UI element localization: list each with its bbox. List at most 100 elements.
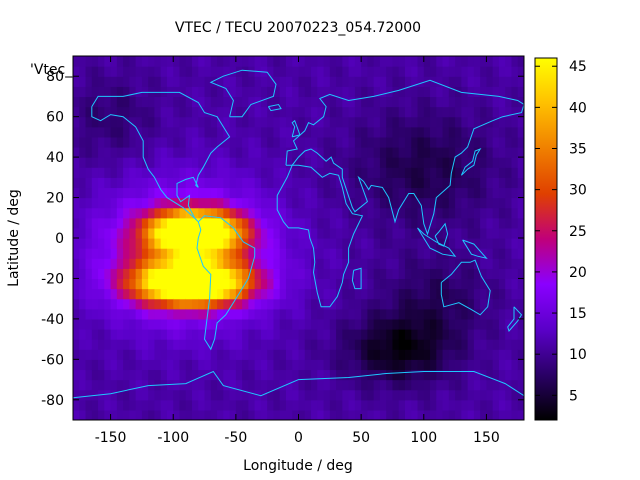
heatmap-cell: [417, 106, 425, 118]
heatmap-cell: [361, 339, 368, 350]
heatmap-cell: [235, 379, 243, 391]
heatmap-cell: [323, 227, 331, 239]
heatmap-cell: [267, 298, 275, 310]
heatmap-cell: [392, 399, 400, 411]
heatmap-cell: [73, 227, 80, 239]
heatmap-cell: [311, 308, 318, 320]
heatmap-cell: [448, 197, 456, 209]
heatmap-cell: [91, 217, 99, 229]
heatmap-cell: [185, 369, 193, 381]
heatmap-cell: [173, 248, 181, 259]
heatmap-cell: [317, 349, 325, 360]
heatmap-cell: [166, 106, 174, 118]
heatmap-cell: [160, 116, 168, 128]
heatmap-cell: [342, 288, 350, 300]
heatmap-cell: [392, 167, 400, 178]
heatmap-cell: [79, 248, 87, 259]
heatmap-cell: [260, 227, 268, 239]
heatmap-cell: [198, 187, 206, 199]
heatmap-cell: [517, 278, 524, 290]
heatmap-cell: [73, 308, 80, 320]
heatmap-cell: [254, 359, 262, 371]
heatmap-cell: [373, 339, 381, 350]
heatmap-cell: [210, 136, 218, 148]
heatmap-cell: [248, 106, 256, 118]
heatmap-cell: [511, 369, 519, 381]
heatmap-cell: [423, 106, 431, 118]
heatmap-cell: [129, 308, 137, 320]
heatmap-cell: [417, 86, 425, 98]
heatmap-cell: [148, 308, 156, 320]
heatmap-cell: [185, 288, 193, 300]
heatmap-cell: [135, 268, 143, 280]
heatmap-cell: [486, 86, 494, 98]
coastline-new-zealand: [507, 306, 523, 332]
heatmap-cell: [160, 167, 168, 178]
heatmap-cell: [116, 116, 124, 128]
heatmap-cell: [304, 126, 312, 138]
heatmap-cell: [273, 76, 281, 87]
heatmap-cell: [430, 136, 437, 148]
heatmap-cell: [473, 147, 481, 158]
heatmap-cell: [467, 329, 475, 340]
heatmap-cell: [498, 359, 506, 371]
heatmap-cell: [498, 329, 506, 340]
heatmap-cell: [198, 349, 206, 360]
heatmap-cell: [210, 187, 218, 199]
heatmap-cell: [285, 369, 293, 381]
heatmap-cell: [173, 227, 181, 239]
heatmap-cell: [492, 409, 500, 420]
heatmap-cell: [135, 136, 143, 148]
heatmap-cell: [448, 389, 456, 401]
heatmap-cell: [104, 268, 112, 280]
heatmap-cell: [342, 278, 350, 290]
heatmap-cell: [85, 318, 93, 330]
heatmap-cell: [148, 106, 156, 118]
heatmap-cell: [267, 136, 275, 148]
heatmap-cell: [91, 369, 99, 381]
heatmap-cell: [242, 76, 249, 87]
heatmap-cell: [242, 369, 249, 381]
heatmap-cell: [467, 369, 475, 381]
heatmap-cell: [79, 116, 87, 128]
heatmap-cell: [141, 217, 149, 229]
heatmap-cell: [311, 339, 318, 350]
heatmap-cell: [123, 197, 130, 209]
heatmap-cell: [517, 177, 524, 189]
heatmap-cell: [317, 379, 325, 391]
heatmap-cell: [73, 126, 80, 138]
heatmap-cell: [229, 66, 237, 77]
heatmap-cell: [85, 359, 93, 371]
heatmap-cell: [498, 227, 506, 239]
heatmap-cell: [473, 106, 481, 118]
heatmap-cell: [473, 96, 481, 108]
heatmap-cell: [480, 147, 488, 158]
heatmap-cell: [517, 86, 524, 98]
heatmap-cell: [404, 86, 412, 98]
heatmap-cell: [292, 248, 300, 259]
heatmap-cell: [461, 409, 469, 420]
heatmap-cell: [323, 349, 331, 360]
heatmap-cell: [417, 56, 425, 67]
heatmap-cell: [173, 177, 181, 189]
heatmap-cell: [292, 147, 300, 158]
heatmap-cell: [179, 238, 187, 249]
heatmap-cell: [486, 409, 494, 420]
heatmap-cell: [210, 278, 218, 290]
heatmap-cell: [323, 359, 331, 371]
heatmap-cell: [217, 177, 224, 189]
heatmap-cell: [91, 359, 99, 371]
heatmap-cell: [517, 288, 524, 300]
heatmap-cell: [467, 106, 475, 118]
heatmap-cell: [304, 116, 312, 128]
heatmap-cell: [229, 379, 237, 391]
heatmap-cell: [354, 268, 362, 280]
heatmap-cell: [204, 116, 212, 128]
heatmap-cell: [436, 227, 444, 239]
heatmap-cell: [348, 258, 356, 269]
heatmap-cell: [311, 369, 318, 381]
heatmap-cell: [166, 126, 174, 138]
heatmap-cell: [198, 116, 206, 128]
heatmap-cell: [279, 278, 287, 290]
heatmap-cell: [442, 248, 450, 259]
